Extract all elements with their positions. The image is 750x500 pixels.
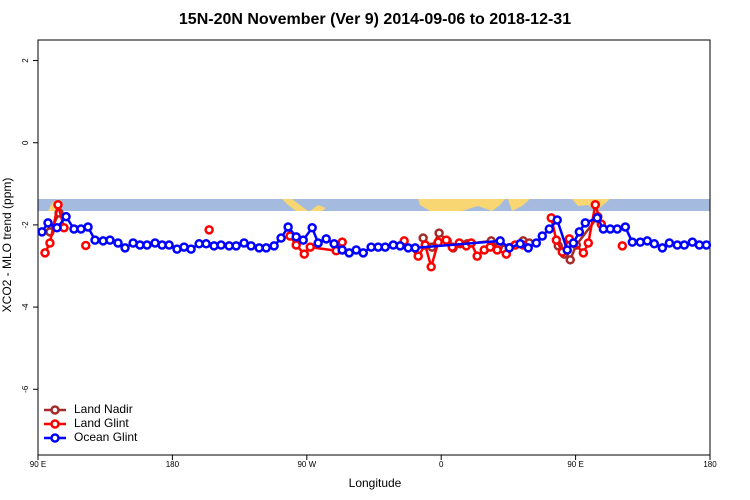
point	[321, 234, 331, 244]
point	[105, 235, 115, 245]
point	[426, 262, 436, 272]
x-tick-label: 90 W	[297, 460, 316, 469]
point	[61, 211, 71, 222]
point	[565, 255, 575, 265]
point	[204, 225, 214, 235]
point	[216, 240, 226, 250]
y-tick-label: -6	[21, 385, 30, 393]
point	[305, 242, 315, 252]
point	[434, 228, 444, 238]
point	[701, 240, 712, 250]
point	[664, 238, 675, 248]
legend-label: Ocean Glint	[74, 430, 138, 444]
point	[201, 239, 211, 249]
point	[495, 236, 505, 246]
legend-marker	[50, 433, 60, 443]
point	[472, 251, 482, 261]
point	[283, 222, 293, 232]
y-tick-label: -2	[21, 221, 30, 229]
point	[81, 240, 91, 251]
point	[37, 227, 47, 237]
x-tick-label: 0	[439, 460, 444, 469]
series-line	[45, 205, 622, 267]
point	[43, 218, 53, 228]
point	[299, 249, 310, 259]
point	[592, 213, 603, 223]
point	[307, 223, 317, 233]
point	[617, 241, 628, 251]
point	[313, 238, 323, 248]
point	[276, 233, 286, 243]
point	[568, 238, 579, 248]
point	[231, 241, 241, 251]
point	[441, 235, 452, 245]
point	[45, 238, 55, 248]
point	[291, 240, 301, 250]
point	[537, 231, 548, 241]
legend-label: Land Nadir	[74, 402, 133, 416]
legend-marker	[50, 405, 60, 415]
point	[620, 222, 631, 232]
point	[413, 251, 423, 261]
point	[52, 223, 62, 233]
point	[574, 227, 585, 237]
point	[142, 240, 152, 250]
point	[291, 232, 301, 242]
point	[261, 243, 271, 253]
point	[679, 240, 690, 250]
point	[580, 218, 591, 228]
point	[515, 239, 525, 249]
map-strip	[38, 199, 710, 211]
point	[395, 241, 405, 251]
x-tick-label: 90 E	[567, 460, 583, 469]
y-axis-label: XCO2 - MLO trend (ppm)	[0, 178, 14, 313]
point	[83, 222, 93, 232]
point	[298, 235, 308, 245]
point	[337, 237, 347, 247]
point	[657, 243, 668, 253]
point	[246, 241, 256, 251]
x-tick-label: 180	[703, 460, 717, 469]
x-tick-label: 180	[166, 460, 180, 469]
point	[578, 248, 589, 258]
y-tick-label: 0	[21, 140, 30, 145]
point	[410, 243, 420, 253]
point	[552, 215, 562, 225]
point	[40, 248, 50, 258]
point	[551, 235, 562, 245]
point	[492, 245, 502, 255]
point	[113, 238, 123, 248]
y-tick-label: -4	[21, 303, 30, 311]
point	[358, 248, 368, 258]
point	[164, 240, 174, 250]
point	[612, 224, 623, 234]
x-tick-label: 90 E	[30, 460, 46, 469]
point	[186, 244, 196, 254]
point	[504, 243, 515, 253]
point	[269, 241, 279, 251]
point	[627, 237, 638, 247]
point	[53, 200, 63, 210]
point	[120, 243, 130, 253]
point	[583, 238, 594, 248]
point	[329, 239, 339, 249]
legend-marker	[50, 419, 60, 429]
x-axis-label: Longitude	[349, 476, 402, 490]
point	[380, 242, 390, 252]
point	[562, 245, 572, 255]
point	[649, 239, 660, 249]
y-tick-label: 2	[21, 58, 30, 63]
chart-title: 15N-20N November (Ver 9) 2014-09-06 to 2…	[179, 11, 571, 28]
point	[531, 238, 542, 248]
legend-label: Land Glint	[74, 416, 129, 430]
point	[90, 235, 100, 245]
point	[523, 243, 534, 253]
point	[590, 200, 601, 210]
point	[544, 224, 555, 234]
